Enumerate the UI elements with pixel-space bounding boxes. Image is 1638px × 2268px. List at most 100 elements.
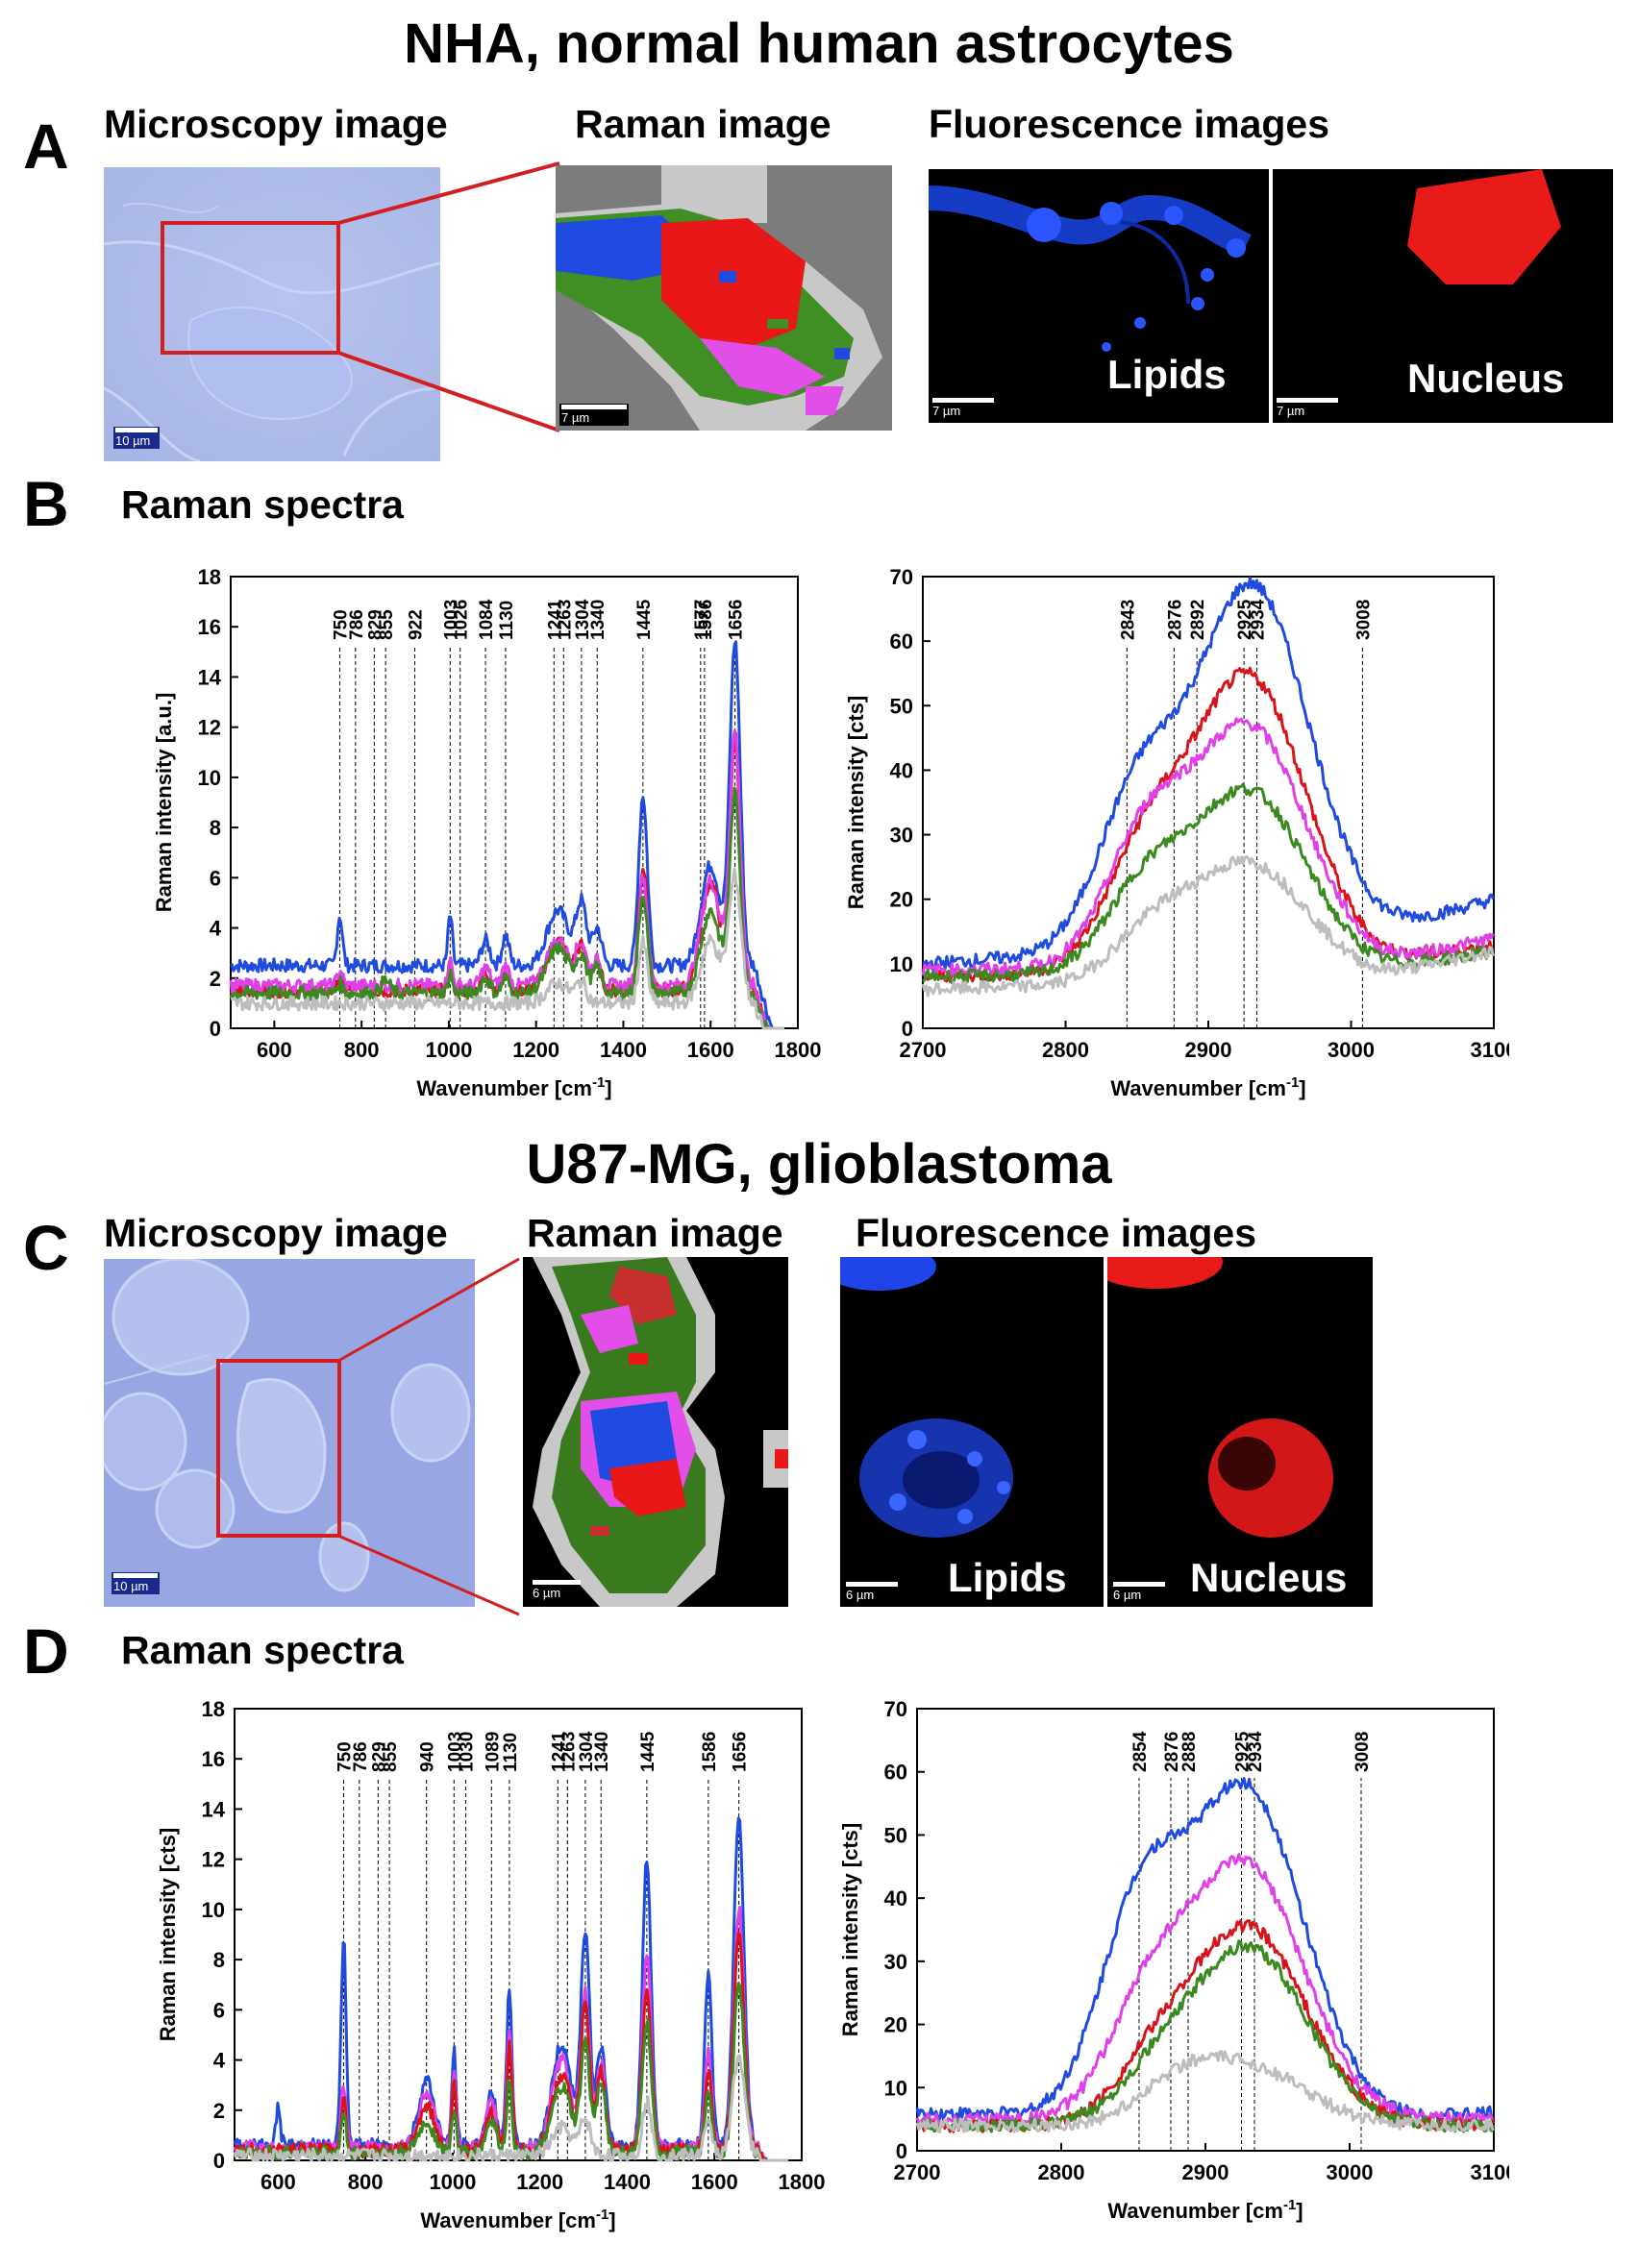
panel-letter-a: A bbox=[23, 111, 69, 182]
chart-d-right: 0 10 20 30 40 50 60 70 2700 2800 2900 3000 3100 Waven… bbox=[838, 1697, 1509, 2223]
y-tick-label: 0 bbox=[902, 1017, 913, 1041]
peak-marker-label: 2934 bbox=[1248, 599, 1268, 640]
peak-marker-label: 1577 bbox=[692, 600, 712, 640]
peak-marker-label: 2892 bbox=[1188, 600, 1208, 640]
peak-marker-label: 829 bbox=[369, 1741, 389, 1772]
peak-marker-label: 2843 bbox=[1118, 600, 1138, 640]
y-tick-label: 30 bbox=[890, 824, 913, 848]
nucleus-stain-c bbox=[1107, 1257, 1333, 1538]
peak-marker-label: 1084 bbox=[477, 599, 497, 640]
plot-frame bbox=[234, 1708, 803, 2161]
peak-marker-label: 1263 bbox=[555, 600, 575, 640]
y-axis-label: Raman intensity [cts] bbox=[838, 1823, 862, 2037]
scale-bar-fluor-a2: 7 µm bbox=[1277, 398, 1338, 418]
peak-marker-label: 1026 bbox=[452, 600, 472, 640]
chart-b-right: 0 10 20 30 40 50 60 70 2700 2800 2900 3000 3100 Waven… bbox=[844, 565, 1509, 1100]
spectrum-red bbox=[922, 666, 1495, 983]
y-tick-label: 0 bbox=[210, 1017, 221, 1041]
plot-frame bbox=[916, 1708, 1495, 2152]
scale-bar-fluor-a1: 7 µm bbox=[932, 398, 994, 418]
y-tick-label: 4 bbox=[213, 2049, 226, 2073]
x-tick-label: 1600 bbox=[687, 1038, 734, 1062]
y-axis-label: Raman intensity [a.u.] bbox=[152, 693, 176, 913]
peak-marker-label: 2925 bbox=[1233, 1731, 1253, 1772]
spectrum-magenta bbox=[229, 729, 785, 1030]
peak-marker-label: 750 bbox=[331, 609, 351, 640]
peak-marker-label: 786 bbox=[351, 1741, 371, 1772]
peak-marker-label: 1089 bbox=[483, 1732, 503, 1772]
scale-bar-raman-c: 6 µm bbox=[533, 1580, 581, 1600]
x-axis-label: Wavenumber [cm-1] bbox=[420, 2206, 615, 2232]
y-tick-label: 8 bbox=[213, 1948, 225, 1972]
x-tick-label: 2700 bbox=[894, 2160, 941, 2184]
figure-title-nha: NHA, normal human astrocytes bbox=[404, 12, 1234, 75]
fluorescence-lipids-a: Lipids 7 µm bbox=[929, 169, 1269, 423]
x-tick-label: 1400 bbox=[604, 2170, 651, 2194]
x-tick-label: 2800 bbox=[1038, 2160, 1085, 2184]
peak-marker-label: 855 bbox=[381, 1741, 401, 1772]
y-tick-label: 0 bbox=[213, 2149, 225, 2173]
y-tick-label: 12 bbox=[198, 716, 221, 740]
peak-marker-label: 1003 bbox=[445, 1732, 465, 1772]
fluorescence-label-a: Fluorescence images bbox=[929, 102, 1330, 146]
peak-marker-label: 1263 bbox=[558, 1732, 579, 1772]
peak-marker-label: 2888 bbox=[1179, 1732, 1200, 1772]
y-tick-label: 2 bbox=[210, 967, 221, 991]
y-tick-label: 8 bbox=[210, 816, 221, 840]
y-tick-label: 50 bbox=[884, 1823, 907, 1847]
fluorescence-lipids-c: Lipids 6 µm bbox=[840, 1257, 1104, 1607]
peak-marker-label: 1304 bbox=[577, 1731, 597, 1772]
spectrum-magenta bbox=[921, 717, 1495, 978]
peak-marker-label: 750 bbox=[335, 1741, 355, 1772]
x-axis-label: Wavenumber [cm-1] bbox=[1107, 2197, 1303, 2223]
peak-marker-label: 786 bbox=[347, 609, 367, 640]
y-tick-label: 10 bbox=[198, 766, 221, 790]
y-tick-label: 20 bbox=[884, 2013, 907, 2037]
x-axis-label: Wavenumber [cm-1] bbox=[1110, 1074, 1305, 1100]
lipids-label-a: Lipids bbox=[1107, 352, 1227, 397]
scale-bar-fluor-c1: 6 µm bbox=[846, 1582, 898, 1602]
y-tick-label: 60 bbox=[890, 629, 913, 653]
y-tick-label: 6 bbox=[213, 1998, 225, 2022]
fluorescence-nucleus-c: Nucleus 6 µm bbox=[1107, 1257, 1373, 1607]
peak-marker-label: 2925 bbox=[1235, 599, 1255, 640]
lipids-label-c: Lipids bbox=[948, 1555, 1067, 1600]
spectrum-gray bbox=[921, 855, 1495, 998]
scale-bar-micro-c: 10 µm bbox=[112, 1572, 160, 1594]
x-tick-label: 2900 bbox=[1185, 1038, 1232, 1062]
raman-spectra-label-b: Raman spectra bbox=[121, 482, 404, 527]
x-tick-label: 800 bbox=[348, 2170, 384, 2194]
spectrum-gray bbox=[233, 2054, 789, 2162]
y-tick-label: 40 bbox=[890, 758, 913, 782]
peak-marker-label: 1003 bbox=[441, 600, 461, 640]
x-tick-label: 600 bbox=[261, 2170, 296, 2194]
peak-marker-label: 1656 bbox=[731, 1732, 751, 1772]
microscopy-image-c: 10 µm bbox=[104, 1259, 475, 1607]
microscopy-image-a: 10 µm bbox=[104, 167, 440, 461]
zoom-lines-a bbox=[337, 161, 560, 432]
x-tick-label: 1800 bbox=[775, 1038, 822, 1062]
peak-marker-label: 1130 bbox=[497, 601, 517, 640]
peak-marker-label: 1130 bbox=[501, 1733, 521, 1772]
peak-marker-label: 2876 bbox=[1165, 600, 1185, 640]
y-tick-label: 4 bbox=[210, 917, 222, 941]
x-tick-label: 3100 bbox=[1471, 2160, 1509, 2184]
x-tick-label: 3100 bbox=[1471, 1038, 1509, 1062]
peak-marker-label: 922 bbox=[407, 609, 427, 640]
scale-bar-micro-a: 10 µm bbox=[113, 427, 160, 449]
peak-marker-label: 855 bbox=[377, 609, 397, 640]
panel-letter-d: D bbox=[23, 1615, 69, 1687]
x-tick-label: 1200 bbox=[516, 2170, 563, 2194]
raman-image-a-map bbox=[556, 165, 892, 431]
y-axis-label: Raman intensity [cts] bbox=[844, 696, 868, 910]
x-tick-label: 1600 bbox=[691, 2170, 738, 2194]
peak-marker-label: 3008 bbox=[1353, 600, 1374, 640]
y-tick-label: 14 bbox=[202, 1797, 226, 1821]
nucleus-label-a: Nucleus bbox=[1407, 356, 1565, 401]
spectrum-green bbox=[234, 1982, 789, 2162]
y-tick-label: 16 bbox=[202, 1747, 225, 1771]
y-tick-label: 50 bbox=[890, 694, 913, 718]
x-tick-label: 600 bbox=[257, 1038, 292, 1062]
nucleus-stain-a bbox=[1407, 169, 1561, 284]
raman-image-c-map bbox=[533, 1257, 788, 1607]
